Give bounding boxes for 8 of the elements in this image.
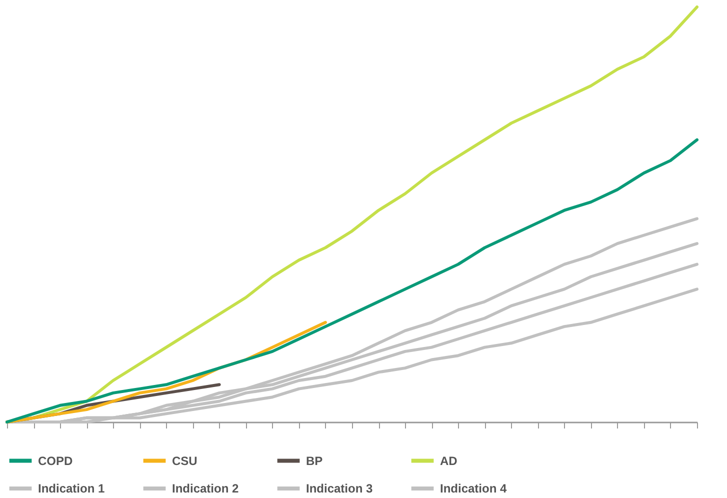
legend-label: CSU	[172, 454, 198, 468]
legend-label: COPD	[38, 454, 74, 468]
legend-label: Indication 2	[172, 482, 239, 496]
legend-label: Indication 3	[306, 482, 373, 496]
legend-label: AD	[440, 454, 458, 468]
legend-label: Indication 1	[38, 482, 105, 496]
legend-label: Indication 4	[440, 482, 507, 496]
legend-label: BP	[306, 454, 323, 468]
